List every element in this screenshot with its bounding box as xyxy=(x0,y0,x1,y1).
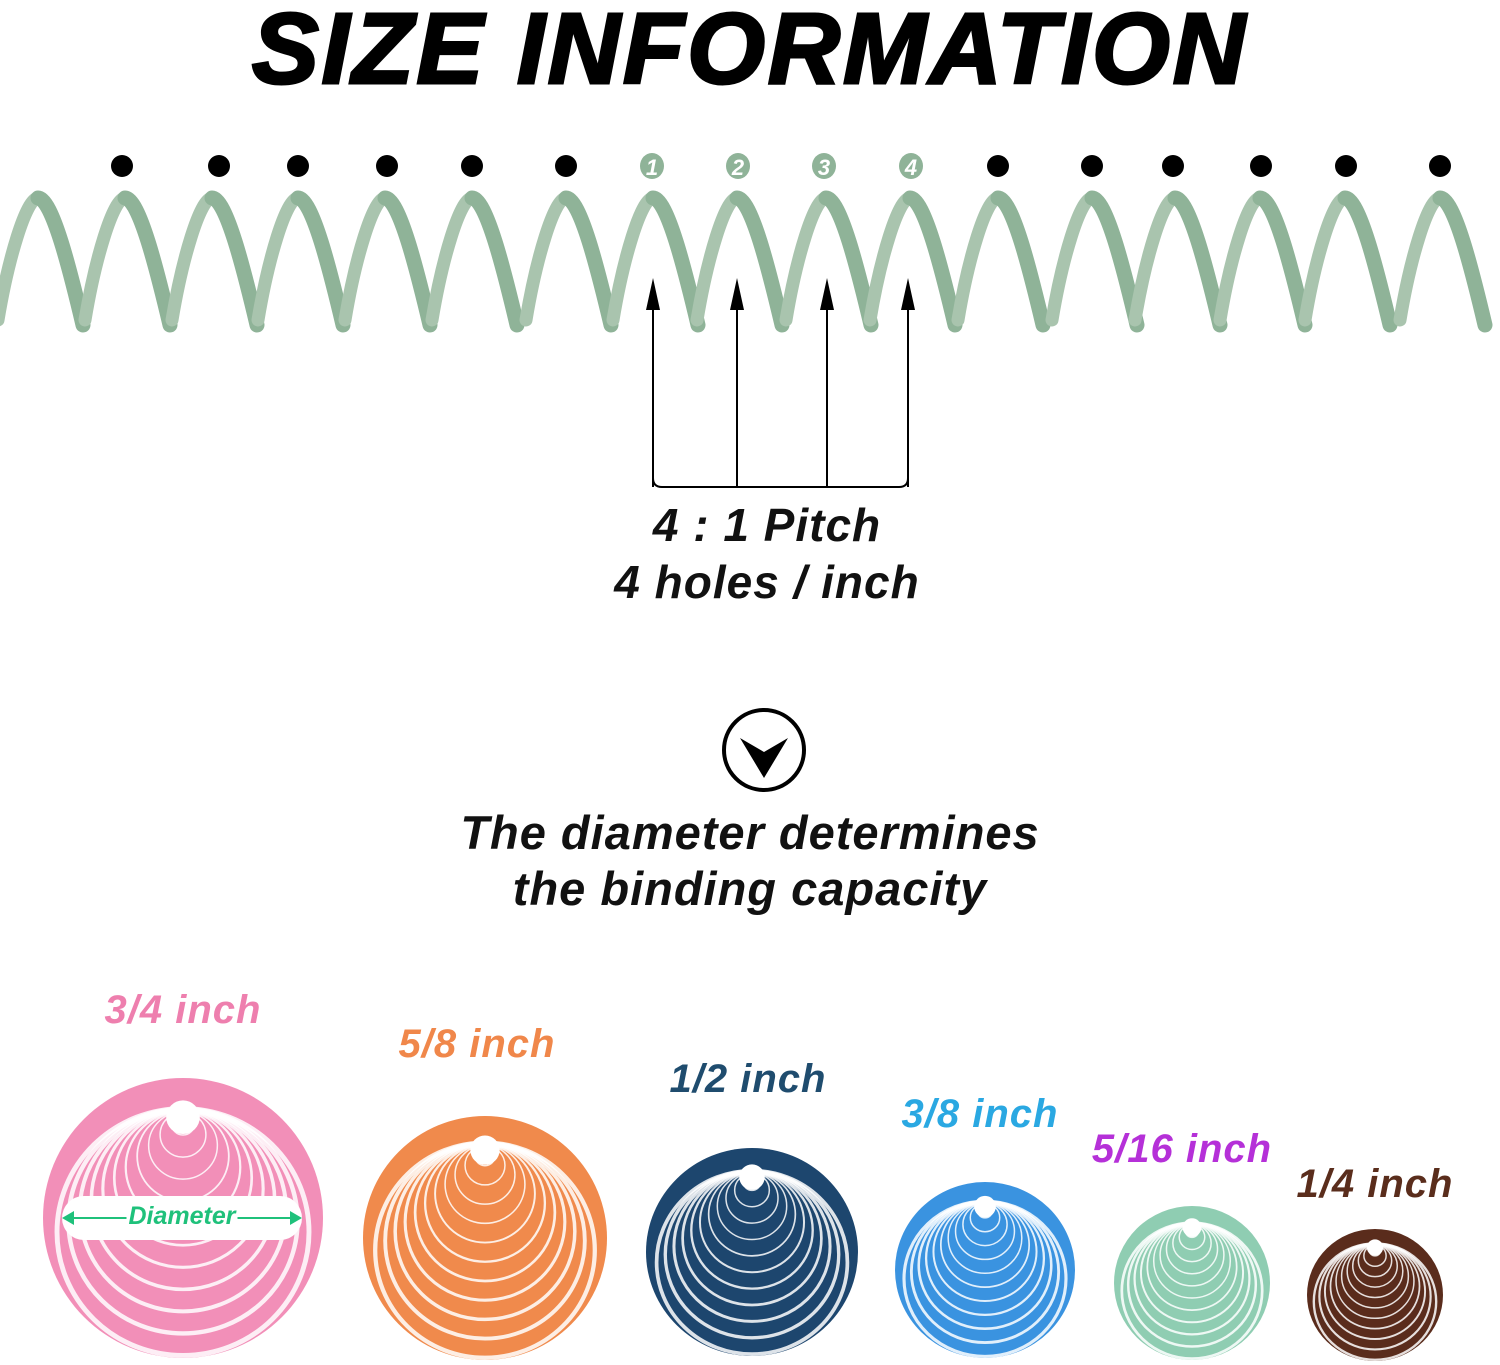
coil-6 xyxy=(1307,1229,1443,1362)
coil-2 xyxy=(363,1116,607,1360)
page-title: SIZE INFORMATION xyxy=(250,0,1249,107)
hole-dot xyxy=(987,155,1009,177)
size-label: 5/8 inch xyxy=(398,1022,556,1066)
coil-loop-front xyxy=(1432,190,1493,333)
coil-5 xyxy=(1114,1206,1270,1360)
hole-dot xyxy=(1162,155,1184,177)
headline-line-2: the binding capacity xyxy=(512,862,988,915)
coil-loop-front xyxy=(729,190,790,333)
size-label: 3/4 inch xyxy=(104,988,262,1032)
pitch-bracket xyxy=(652,477,909,488)
svg-text:4: 4 xyxy=(904,155,917,180)
spiral-coil-illustration: 1 2 3 4 xyxy=(0,153,1493,488)
hole-number: 4 xyxy=(899,153,923,180)
hole-dot xyxy=(1429,155,1451,177)
pitch-label: 4 : 1 Pitch xyxy=(652,499,882,551)
hole-dot xyxy=(287,155,309,177)
coil-loop-front xyxy=(290,190,351,333)
coil-loop-front xyxy=(990,190,1051,333)
size-label: 1/4 inch xyxy=(1296,1162,1454,1206)
size-label: 3/8 inch xyxy=(901,1092,1059,1136)
coil-loop-front xyxy=(30,190,91,333)
size-label: 5/16 inch xyxy=(1091,1127,1273,1171)
hole-dot xyxy=(208,155,230,177)
hole-number: 1 xyxy=(640,153,664,180)
holes-per-inch-label: 4 holes / inch xyxy=(614,556,920,608)
coil-loop-front xyxy=(902,190,963,333)
hole-dot xyxy=(376,155,398,177)
coil-loop-front xyxy=(558,190,619,333)
hole-dot xyxy=(461,155,483,177)
svg-text:3: 3 xyxy=(818,155,830,180)
coil-loop-front xyxy=(204,190,265,333)
headline-line-1: The diameter determines xyxy=(460,806,1040,859)
svg-text:1: 1 xyxy=(646,155,658,180)
coil-loop-front xyxy=(1167,190,1228,333)
coil-loop-front xyxy=(377,190,438,333)
hole-dot xyxy=(1335,155,1357,177)
svg-text:2: 2 xyxy=(731,155,745,180)
diameter-label-pill: Diameter xyxy=(62,1196,302,1240)
hole-number: 3 xyxy=(812,153,836,180)
coil-3 xyxy=(646,1148,858,1356)
hole-number: 2 xyxy=(726,153,750,180)
coil-loop-front xyxy=(117,190,178,333)
coil-loop-front xyxy=(464,190,525,333)
hole-dot xyxy=(111,155,133,177)
hole-dot xyxy=(1081,155,1103,177)
diameter-label: Diameter xyxy=(126,1202,238,1231)
size-label: 1/2 inch xyxy=(669,1057,827,1101)
coil-4 xyxy=(895,1182,1075,1358)
coil-loop-front xyxy=(1252,190,1313,333)
hole-dot xyxy=(555,155,577,177)
coil-loop-front xyxy=(1337,190,1398,333)
hole-dot xyxy=(1250,155,1272,177)
